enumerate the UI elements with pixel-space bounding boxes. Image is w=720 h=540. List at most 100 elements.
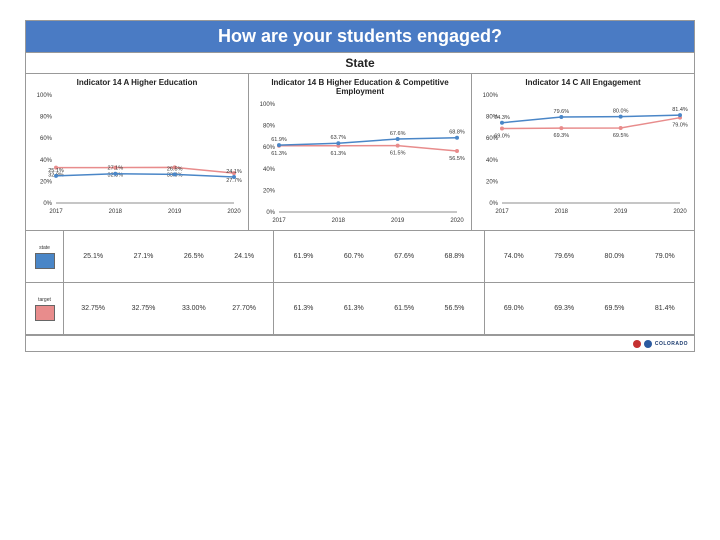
value-item: 79.6% — [539, 253, 589, 260]
svg-text:69.0%: 69.0% — [494, 133, 510, 139]
svg-text:25.1%: 25.1% — [48, 168, 64, 174]
svg-text:27.7%: 27.7% — [226, 178, 242, 184]
state-legend-label: state — [39, 245, 50, 251]
svg-text:0%: 0% — [266, 210, 275, 216]
value-item: 61.5% — [379, 305, 429, 312]
svg-text:2020: 2020 — [227, 209, 241, 215]
chart-svg: 0%20%40%60%80%100%201720182019202069.0%6… — [478, 89, 688, 219]
subtitle-bar: State — [26, 53, 694, 74]
target-data-row: target 32.75%32.75%33.00%27.70%61.3%61.3… — [26, 283, 694, 335]
value-item: 26.5% — [169, 253, 219, 260]
state-point — [559, 115, 563, 119]
svg-text:2018: 2018 — [109, 209, 123, 215]
value-item: 32.75% — [118, 305, 168, 312]
svg-text:61.3%: 61.3% — [271, 151, 287, 157]
svg-text:2020: 2020 — [673, 209, 687, 215]
value-item: 69.3% — [539, 305, 589, 312]
state-point — [619, 115, 623, 119]
logo-dot-blue — [644, 340, 652, 348]
value-item: 25.1% — [68, 253, 118, 260]
svg-text:68.8%: 68.8% — [449, 130, 465, 136]
footer-text: COLORADO — [655, 341, 688, 347]
svg-text:56.5%: 56.5% — [449, 156, 465, 162]
dashboard-container: How are your students engaged? State Ind… — [25, 20, 695, 352]
value-item: 27.70% — [219, 305, 269, 312]
state-point — [500, 121, 504, 125]
value-item: 33.00% — [169, 305, 219, 312]
svg-text:80%: 80% — [263, 124, 276, 130]
svg-text:20%: 20% — [263, 188, 276, 194]
state-point — [232, 175, 236, 179]
state-swatch — [35, 253, 55, 269]
values-cell: 61.9%60.7%67.6%68.8% — [274, 231, 484, 282]
target-point — [500, 126, 504, 130]
logo-dot-red — [633, 340, 641, 348]
svg-text:27.1%: 27.1% — [108, 166, 124, 172]
svg-text:80.0%: 80.0% — [613, 109, 629, 115]
svg-text:2017: 2017 — [272, 218, 286, 224]
chart-svg: 0%20%40%60%80%100%201720182019202032.8%3… — [32, 89, 242, 219]
value-item: 56.5% — [429, 305, 479, 312]
svg-text:26.5%: 26.5% — [167, 166, 183, 172]
svg-text:100%: 100% — [483, 93, 499, 99]
svg-text:81.4%: 81.4% — [672, 107, 688, 113]
state-point — [455, 136, 459, 140]
value-item: 81.4% — [640, 305, 690, 312]
value-item: 61.3% — [329, 305, 379, 312]
state-point — [173, 172, 177, 176]
svg-text:69.5%: 69.5% — [613, 133, 629, 139]
chart-title: Indicator 14 C All Engagement — [478, 78, 688, 87]
svg-text:69.3%: 69.3% — [554, 133, 570, 139]
svg-text:2019: 2019 — [614, 209, 628, 215]
svg-text:2020: 2020 — [450, 218, 464, 224]
page-title: How are your students engaged? — [218, 26, 502, 46]
svg-text:2019: 2019 — [168, 209, 182, 215]
svg-text:79.0%: 79.0% — [672, 123, 688, 129]
target-line — [502, 118, 680, 129]
charts-row: Indicator 14 A Higher Education 0% 20% 40% 6… — [26, 74, 694, 231]
state-point — [336, 141, 340, 145]
chart-title: Indicator 14 A Higher Education — [32, 78, 242, 87]
values-cell: 74.0%79.6%80.0%79.0% — [485, 231, 694, 282]
state-point — [113, 172, 117, 176]
svg-text:63.7%: 63.7% — [331, 135, 347, 141]
value-item: 79.0% — [640, 253, 690, 260]
svg-text:20%: 20% — [40, 179, 53, 185]
values-cell: 25.1%27.1%26.5%24.1% — [64, 231, 274, 282]
values-cell: 69.0%69.3%69.5%81.4% — [485, 283, 694, 334]
target-point — [396, 144, 400, 148]
target-point — [455, 149, 459, 153]
svg-text:2017: 2017 — [495, 209, 509, 215]
values-cell: 32.75%32.75%33.00%27.70% — [64, 283, 274, 334]
value-item: 60.7% — [329, 253, 379, 260]
state-legend-cell: state — [26, 231, 64, 282]
value-item: 67.6% — [379, 253, 429, 260]
state-point — [396, 137, 400, 141]
value-item: 61.3% — [278, 305, 328, 312]
value-item: 27.1% — [118, 253, 168, 260]
subtitle-text: State — [345, 56, 374, 70]
target-legend-cell: target — [26, 283, 64, 334]
svg-text:2019: 2019 — [391, 218, 405, 224]
state-line — [56, 174, 234, 177]
svg-text:2018: 2018 — [555, 209, 569, 215]
chart-svg: 0%20%40%60%80%100%201720182019202061.3%6… — [255, 98, 465, 228]
value-item: 74.0% — [489, 253, 539, 260]
value-item: 24.1% — [219, 253, 269, 260]
svg-text:61.9%: 61.9% — [271, 137, 287, 143]
value-item: 32.75% — [68, 305, 118, 312]
svg-text:80%: 80% — [40, 115, 53, 121]
footer: COLORADO — [26, 335, 694, 351]
svg-text:60%: 60% — [40, 136, 53, 142]
target-legend-label: target — [38, 297, 51, 303]
value-item: 69.0% — [489, 305, 539, 312]
chart-cell-1: Indicator 14 B Higher Education & Compet… — [249, 74, 472, 230]
state-line — [279, 138, 457, 145]
svg-text:2017: 2017 — [49, 209, 63, 215]
svg-text:20%: 20% — [486, 179, 499, 185]
title-bar: How are your students engaged? — [26, 21, 694, 53]
svg-text:40%: 40% — [263, 167, 276, 173]
value-item: 80.0% — [589, 253, 639, 260]
target-line — [279, 146, 457, 151]
target-point — [559, 126, 563, 130]
